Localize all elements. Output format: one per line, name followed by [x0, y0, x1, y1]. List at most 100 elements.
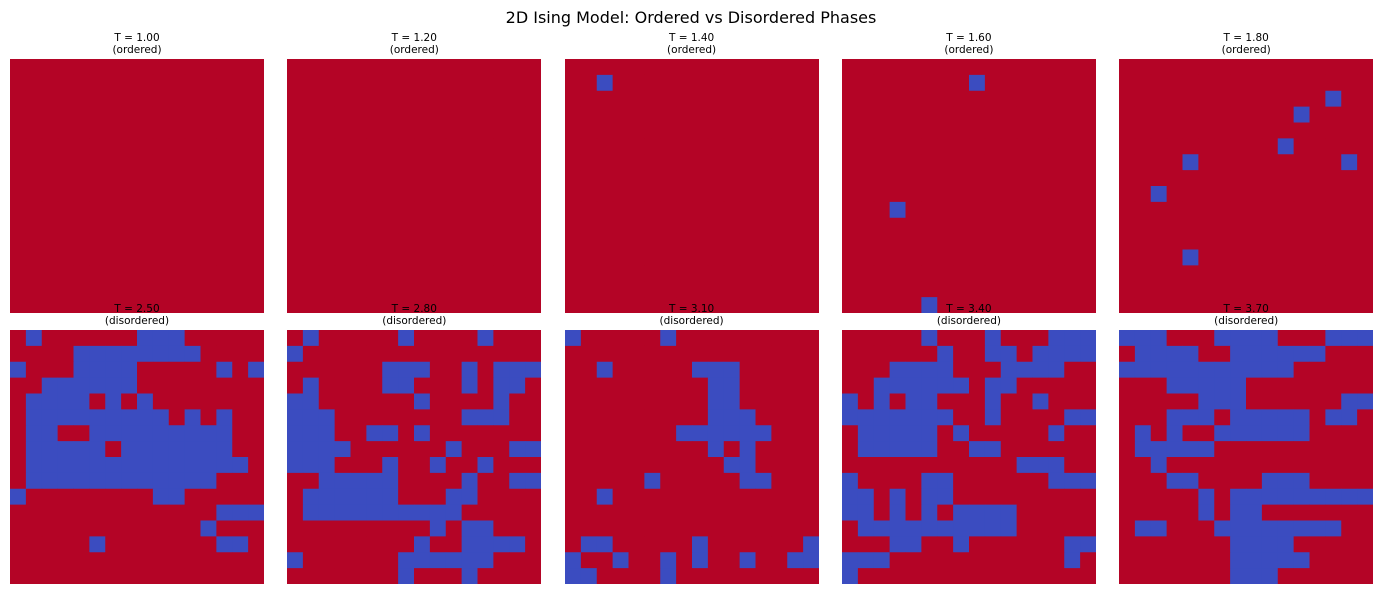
spin-up-cell [57, 265, 74, 282]
spin-up-cell [121, 106, 138, 123]
spin-up-cell [873, 297, 890, 313]
spin-up-cell [802, 281, 819, 298]
spin-up-cell [739, 154, 756, 171]
spin-down-cell [953, 425, 970, 442]
spin-up-cell [398, 457, 415, 474]
spin-down-cell [200, 457, 217, 474]
spin-up-cell [1150, 425, 1168, 442]
spin-up-cell [1277, 106, 1295, 123]
spin-up-cell [643, 201, 661, 219]
lattice-panel: T = 1.20 (ordered) [287, 32, 542, 313]
spin-up-cell [57, 488, 74, 506]
spin-up-cell [398, 265, 415, 282]
spin-up-cell [493, 520, 510, 537]
spin-up-cell [168, 90, 186, 108]
spin-up-cell [628, 552, 645, 569]
spin-up-cell [1048, 201, 1065, 219]
spin-up-cell [691, 568, 708, 584]
spin-down-cell [350, 504, 368, 521]
spin-up-cell [414, 520, 431, 537]
spin-down-cell [889, 425, 906, 442]
spin-up-cell [350, 457, 368, 474]
spin-up-cell [430, 106, 447, 123]
spin-up-cell [41, 186, 59, 203]
spin-up-cell [73, 217, 90, 235]
spin-up-cell [937, 265, 954, 282]
spin-up-cell [1325, 441, 1342, 458]
spin-up-cell [802, 265, 819, 282]
spin-up-cell [137, 552, 154, 569]
spin-up-cell [889, 106, 906, 123]
spin-up-cell [334, 170, 352, 187]
spin-up-cell [1016, 106, 1033, 123]
spin-up-cell [1198, 552, 1215, 569]
spin-up-cell [723, 472, 740, 490]
spin-up-cell [953, 393, 970, 410]
spin-up-cell [10, 330, 27, 347]
spin-up-cell [889, 297, 906, 313]
spin-up-cell [1135, 154, 1152, 171]
spin-up-cell [200, 409, 217, 426]
spin-up-cell [612, 330, 629, 347]
spin-up-cell [1064, 377, 1081, 394]
spin-up-cell [707, 488, 724, 506]
spin-up-cell [1000, 441, 1017, 458]
spin-up-cell [303, 536, 320, 553]
spin-up-cell [1016, 74, 1033, 92]
spin-up-cell [398, 281, 415, 298]
spin-up-cell [1262, 504, 1279, 521]
spin-down-cell [57, 441, 74, 458]
spin-up-cell [25, 265, 43, 282]
spin-up-cell [414, 154, 431, 171]
spin-up-cell [968, 568, 986, 584]
spin-up-cell [1214, 249, 1231, 266]
spin-up-cell [841, 74, 859, 92]
spin-up-cell [905, 297, 922, 313]
spin-down-cell [857, 520, 875, 537]
spin-up-cell [1064, 201, 1081, 219]
spin-up-cell [580, 393, 597, 410]
spin-up-cell [643, 297, 661, 313]
spin-up-cell [105, 281, 122, 298]
spin-down-cell [659, 330, 677, 347]
spin-down-cell [1182, 472, 1199, 490]
spin-down-cell [1230, 488, 1247, 506]
spin-up-cell [57, 249, 74, 266]
spin-up-cell [1341, 281, 1358, 298]
spin-down-cell [1032, 361, 1049, 379]
spin-down-cell [477, 552, 495, 569]
spin-up-cell [10, 265, 27, 282]
spin-up-cell [152, 377, 170, 394]
spin-up-cell [564, 201, 581, 219]
spin-up-cell [659, 90, 677, 108]
spin-down-cell [1293, 472, 1311, 490]
spin-up-cell [10, 536, 27, 553]
spin-up-cell [525, 170, 542, 187]
spin-up-cell [430, 377, 447, 394]
spin-up-cell [628, 472, 645, 490]
spin-up-cell [873, 106, 890, 123]
spin-up-cell [659, 170, 677, 187]
lattice-panel: T = 2.50 (disordered) [10, 303, 264, 584]
spin-up-cell [596, 330, 613, 347]
spin-up-cell [509, 345, 526, 363]
spin-up-cell [430, 186, 447, 203]
spin-up-cell [691, 186, 708, 203]
spin-up-cell [786, 457, 804, 474]
spin-up-cell [1182, 281, 1199, 298]
spin-up-cell [691, 217, 708, 235]
spin-down-cell [1277, 520, 1295, 537]
spin-up-cell [786, 472, 804, 490]
spin-down-cell [414, 536, 431, 553]
spin-up-cell [905, 330, 922, 347]
spin-up-cell [1032, 90, 1049, 108]
spin-up-cell [493, 138, 510, 155]
spin-up-cell [350, 154, 368, 171]
spin-up-cell [1230, 90, 1247, 108]
spin-up-cell [477, 233, 495, 250]
spin-up-cell [152, 233, 170, 250]
spin-up-cell [1182, 536, 1199, 553]
spin-down-cell [1246, 330, 1263, 347]
spin-up-cell [398, 520, 415, 537]
spin-up-cell [477, 154, 495, 171]
